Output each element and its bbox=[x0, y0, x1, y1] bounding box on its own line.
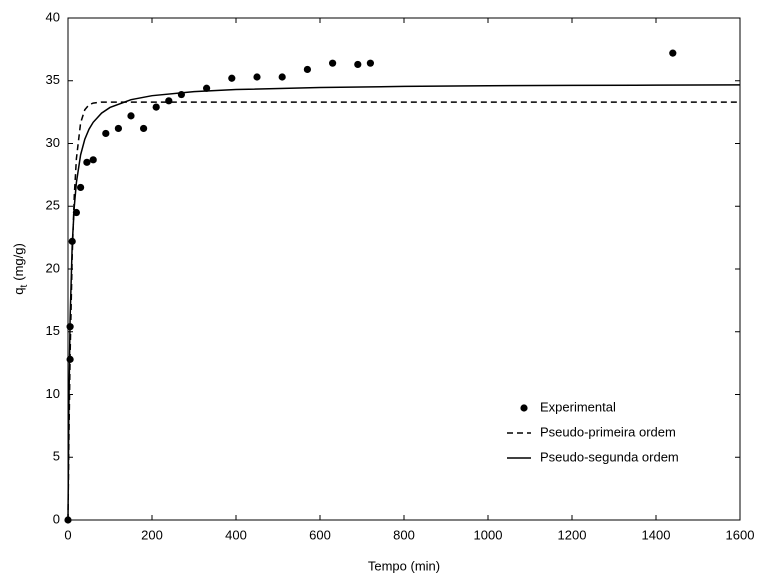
y-tick-label: 15 bbox=[46, 323, 60, 338]
y-tick-label: 35 bbox=[46, 72, 60, 87]
legend-label: Pseudo-segunda ordem bbox=[540, 449, 679, 464]
legend-label: Experimental bbox=[540, 399, 616, 414]
y-label-sub: t bbox=[19, 285, 30, 288]
y-tick-label: 20 bbox=[46, 260, 60, 275]
x-tick-label: 1600 bbox=[726, 527, 755, 542]
data-point bbox=[152, 103, 160, 111]
x-tick-label: 1000 bbox=[474, 527, 503, 542]
legend-label: Pseudo-primeira ordem bbox=[540, 424, 676, 439]
data-point bbox=[669, 49, 677, 57]
data-point bbox=[83, 158, 91, 166]
y-tick-label: 5 bbox=[53, 449, 60, 464]
data-point bbox=[89, 156, 97, 164]
data-point bbox=[366, 59, 374, 67]
x-tick-label: 200 bbox=[141, 527, 163, 542]
data-point bbox=[354, 60, 362, 69]
y-axis-label: qt (mg/g) bbox=[11, 243, 29, 295]
x-tick-label: 0 bbox=[64, 527, 71, 542]
fit-line bbox=[67, 84, 741, 521]
y-label-rest: (mg/g) bbox=[11, 243, 26, 281]
y-tick-label: 30 bbox=[46, 135, 60, 150]
y-label-base: q bbox=[11, 288, 26, 295]
x-tick-label: 600 bbox=[309, 527, 331, 542]
data-point bbox=[253, 73, 261, 81]
data-point bbox=[102, 129, 110, 138]
data-point bbox=[278, 73, 286, 81]
data-point bbox=[77, 183, 85, 192]
y-tick-label: 40 bbox=[46, 9, 60, 24]
data-point bbox=[228, 74, 236, 82]
x-tick-label: 400 bbox=[225, 527, 247, 542]
x-tick-label: 1200 bbox=[558, 527, 587, 542]
y-tick-label: 10 bbox=[46, 386, 60, 401]
data-point bbox=[165, 97, 173, 105]
x-tick-label: 800 bbox=[393, 527, 415, 542]
plot-frame bbox=[67, 17, 741, 521]
y-tick-label: 25 bbox=[46, 198, 60, 213]
data-point bbox=[140, 124, 148, 133]
data-point bbox=[127, 112, 135, 120]
legend-marker bbox=[520, 404, 528, 412]
data-point bbox=[303, 65, 311, 74]
x-axis-label: Tempo (min) bbox=[368, 558, 440, 573]
data-point bbox=[114, 124, 122, 133]
x-tick-label: 1400 bbox=[642, 527, 671, 542]
data-point bbox=[329, 59, 337, 67]
data-point bbox=[203, 84, 211, 92]
y-tick-label: 0 bbox=[53, 511, 60, 526]
